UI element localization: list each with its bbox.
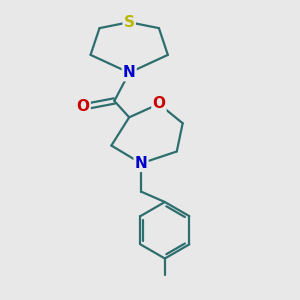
Text: N: N bbox=[135, 156, 148, 171]
Text: N: N bbox=[123, 65, 136, 80]
Text: O: O bbox=[152, 96, 165, 111]
Text: S: S bbox=[124, 15, 135, 30]
Text: O: O bbox=[76, 99, 90, 114]
